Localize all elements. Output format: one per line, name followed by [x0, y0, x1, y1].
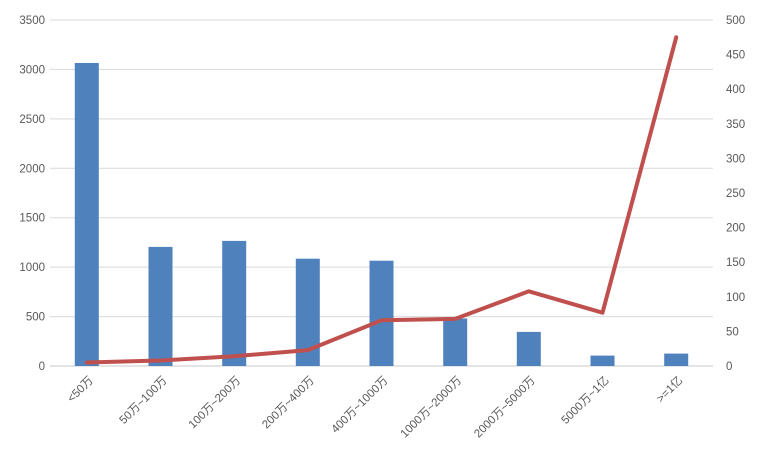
y-axis-right-tick-label: 400: [726, 84, 745, 96]
x-axis-category-label: 5000万~1亿: [559, 374, 612, 427]
x-axis-category-label: 50万~100万: [118, 375, 170, 427]
x-axis-category-label: 100万~200万: [187, 375, 244, 432]
bar: [74, 63, 99, 366]
bar: [590, 355, 615, 366]
y-axis-right-tick-label: 0: [726, 361, 732, 373]
trend-line: [84, 35, 679, 365]
y-axis-left-tick-label: 3500: [19, 15, 45, 27]
x-axis-category-label: <50万: [66, 375, 96, 405]
y-axis-left-tick-label: 0: [39, 361, 45, 373]
y-axis-left-tick-label: 1500: [19, 213, 45, 225]
y-axis-right-tick-label: 100: [726, 292, 745, 304]
bar: [222, 240, 247, 366]
y-axis-right-tick-label: 300: [726, 153, 745, 165]
bar: [516, 331, 541, 366]
y-axis-left-tick-label: 2000: [19, 163, 45, 175]
y-axis-right-tick-label: 500: [726, 15, 745, 27]
y-axis-left-tick-label: 3000: [19, 64, 45, 76]
y-axis-right-tick-label: 200: [726, 223, 745, 235]
x-axis-category-label: >=1亿: [654, 374, 685, 405]
x-axis-category-label: 1000万~2000万: [399, 375, 465, 441]
x-axis-category-label: 200万~400万: [260, 375, 317, 432]
y-axis-right-tick-label: 50: [726, 326, 739, 338]
x-axis-category-label: 2000万~5000万: [472, 375, 538, 441]
bar: [148, 246, 173, 366]
bar: [664, 353, 689, 366]
y-axis-left-tick-label: 500: [26, 312, 45, 324]
bar: [443, 318, 468, 366]
y-axis-left-tick-label: 1000: [19, 262, 45, 274]
y-axis-right-tick-label: 350: [726, 119, 745, 131]
y-axis-right-tick-label: 150: [726, 257, 745, 269]
y-axis-right-tick-label: 450: [726, 50, 745, 62]
x-axis-category-label: 400万~1000万: [329, 375, 390, 436]
bar: [369, 260, 394, 366]
y-axis-right-tick-label: 250: [726, 188, 745, 200]
y-axis-left-tick-label: 2500: [19, 114, 45, 126]
